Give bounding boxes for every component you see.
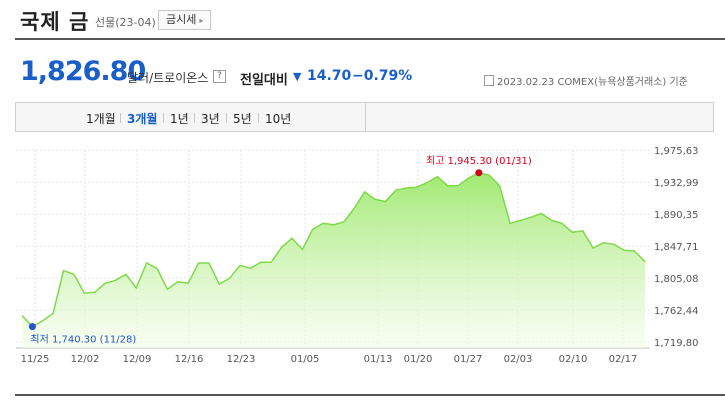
x-axis-ticks: 11/25 12/02 12/09 12/16 12/23 01/05 01/13 01/20… (21, 354, 638, 365)
x-tick-label: 02/03 (504, 354, 533, 365)
x-tick-label: 01/20 (404, 354, 433, 365)
x-tick-label: 11/25 (21, 354, 50, 365)
tab-1-year[interactable]: 1년 (170, 112, 189, 126)
link-button-label: 금시세 (166, 13, 197, 26)
y-tick-label: 1,805,08 (654, 274, 699, 285)
price-area-chart: 1,975,63 1,932,99 1,890,35 1,847,71 1,805,08… (16, 146, 699, 365)
tab-10-years[interactable]: 10년 (265, 112, 292, 126)
tab-separator (258, 113, 259, 123)
chevron-right-icon: ▸ (199, 16, 204, 25)
x-tick-label: 02/17 (609, 354, 638, 365)
quote-date: 2023.02.23 (497, 77, 555, 88)
low-point-marker (28, 323, 36, 331)
quote-date-info: 2023.02.23 COMEX(뉴욕상품거래소) 기준 (484, 73, 688, 88)
high-label: 최고 1,945.30 (01/31) (426, 155, 532, 167)
price-unit: 달러/트로이온스 (127, 71, 209, 85)
tab-separator (163, 113, 164, 123)
y-tick-label: 1,762,44 (654, 306, 699, 317)
y-tick-label: 1,932,99 (654, 178, 699, 189)
footer-divider (15, 394, 725, 396)
tab-separator (194, 113, 195, 123)
help-icon[interactable]: ? (213, 70, 226, 83)
price-area (22, 172, 645, 348)
header-divider (15, 38, 725, 40)
low-label: 최저 1,740.30 (11/28) (30, 334, 136, 346)
change-percent: −0.79% (352, 68, 413, 84)
tab-5-years[interactable]: 5년 (233, 112, 252, 126)
gold-price-link-button[interactable]: 금시세 ▸ (158, 10, 212, 30)
tabs-empty-area (365, 102, 715, 132)
price-line (21, 172, 646, 328)
x-tick-label: 12/09 (123, 354, 152, 365)
y-tick-label: 1,847,71 (654, 242, 699, 253)
quote-source: COMEX(뉴욕상품거래소) 기준 (557, 77, 688, 88)
period-tabs (15, 102, 714, 132)
change-label: 전일대비 (240, 73, 288, 88)
high-point-marker (475, 169, 483, 177)
change-value: 14.70 (307, 68, 352, 84)
current-price: 1,826.80 (20, 56, 146, 87)
high-low-markers: 최고 1,945.30 (01/31) 최저 1,740.30 (11/28) (28, 155, 532, 346)
x-tick-label: 12/23 (227, 354, 256, 365)
tab-separator (120, 113, 121, 123)
tab-3-months[interactable]: 3개월 (127, 112, 158, 126)
tab-separator (226, 113, 227, 123)
document-icon (484, 75, 494, 86)
y-tick-label: 1,975,63 (654, 146, 699, 157)
x-tick-label: 01/13 (364, 354, 393, 365)
page-title: 국제 금 (20, 10, 90, 34)
x-tick-label: 01/27 (454, 354, 483, 365)
x-tick-label: 01/05 (291, 354, 320, 365)
y-axis-ticks: 1,975,63 1,932,99 1,890,35 1,847,71 1,805,08… (654, 146, 699, 349)
page-header: 국제 금 선물(23-04) 금시세 ▸ (0, 0, 725, 38)
contract-subtitle: 선물(23-04) (95, 16, 156, 29)
y-tick-label: 1,719,80 (654, 338, 699, 349)
down-triangle-icon: ▼ (293, 70, 302, 83)
x-tick-label: 12/16 (175, 354, 204, 365)
tab-1-month[interactable]: 1개월 (86, 112, 116, 126)
tab-3-years[interactable]: 3년 (201, 112, 220, 126)
x-tick-label: 02/10 (559, 354, 588, 365)
y-tick-label: 1,890,35 (654, 210, 699, 221)
x-tick-label: 12/02 (71, 354, 100, 365)
